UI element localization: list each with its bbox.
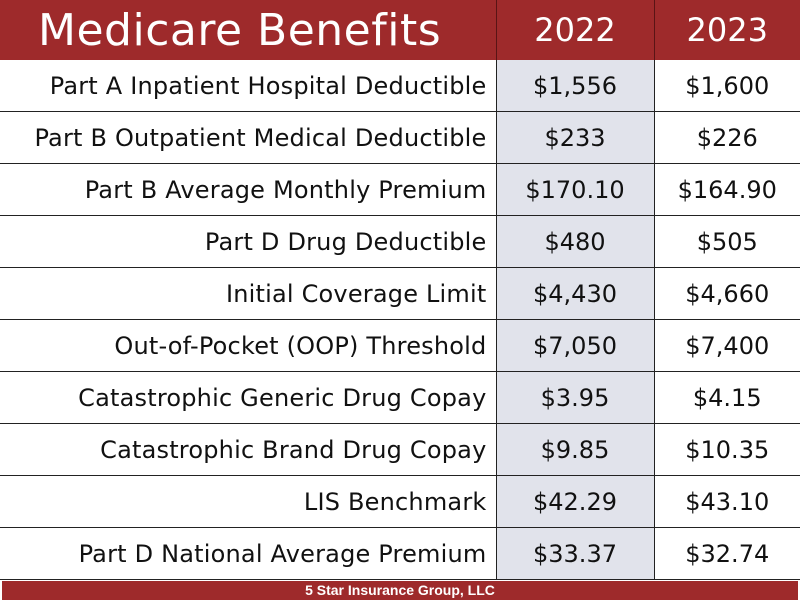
row-label: Initial Coverage Limit — [0, 267, 497, 320]
value-2022: $480 — [496, 215, 655, 268]
value-2022: $7,050 — [496, 319, 655, 372]
table-row: LIS Benchmark $42.29 $43.10 — [0, 475, 800, 528]
table-row: Part D National Average Premium $33.37 $… — [0, 527, 800, 580]
value-2022: $170.10 — [496, 163, 655, 216]
row-label: LIS Benchmark — [0, 475, 497, 528]
row-label: Part D Drug Deductible — [0, 215, 497, 268]
value-2022: $33.37 — [496, 527, 655, 580]
value-2022: $3.95 — [496, 371, 655, 424]
column-header-2023: 2023 — [654, 0, 800, 60]
table-row: Catastrophic Generic Drug Copay $3.95 $4… — [0, 371, 800, 424]
value-2023: $4.15 — [654, 371, 800, 424]
table-row: Part B Outpatient Medical Deductible $23… — [0, 111, 800, 164]
table-row: Part A Inpatient Hospital Deductible $1,… — [0, 60, 800, 112]
row-label: Part B Average Monthly Premium — [0, 163, 497, 216]
value-2023: $1,600 — [654, 60, 800, 112]
table-body: Part A Inpatient Hospital Deductible $1,… — [0, 60, 800, 580]
row-label: Part D National Average Premium — [0, 527, 497, 580]
footer-company-name: 5 Star Insurance Group, LLC — [2, 581, 798, 600]
value-2023: $226 — [654, 111, 800, 164]
value-2023: $43.10 — [654, 475, 800, 528]
row-label: Catastrophic Generic Drug Copay — [0, 371, 497, 424]
value-2023: $505 — [654, 215, 800, 268]
header-row: Medicare Benefits 2022 2023 — [0, 0, 800, 60]
value-2022: $42.29 — [496, 475, 655, 528]
table-header: Medicare Benefits 2022 2023 — [0, 0, 800, 60]
value-2022: $9.85 — [496, 423, 655, 476]
value-2023: $10.35 — [654, 423, 800, 476]
value-2022: $1,556 — [496, 60, 655, 112]
column-header-2022: 2022 — [496, 0, 655, 60]
value-2022: $233 — [496, 111, 655, 164]
value-2022: $4,430 — [496, 267, 655, 320]
row-label: Out-of-Pocket (OOP) Threshold — [0, 319, 497, 372]
table-row: Part D Drug Deductible $480 $505 — [0, 215, 800, 268]
value-2023: $7,400 — [654, 319, 800, 372]
table-row: Initial Coverage Limit $4,430 $4,660 — [0, 267, 800, 320]
row-label: Part A Inpatient Hospital Deductible — [0, 60, 497, 112]
value-2023: $4,660 — [654, 267, 800, 320]
table-row: Catastrophic Brand Drug Copay $9.85 $10.… — [0, 423, 800, 476]
row-label: Part B Outpatient Medical Deductible — [0, 111, 497, 164]
value-2023: $164.90 — [654, 163, 800, 216]
table-row: Part B Average Monthly Premium $170.10 $… — [0, 163, 800, 216]
table-row: Out-of-Pocket (OOP) Threshold $7,050 $7,… — [0, 319, 800, 372]
row-label: Catastrophic Brand Drug Copay — [0, 423, 497, 476]
table-title: Medicare Benefits — [0, 0, 497, 60]
benefits-table: Medicare Benefits 2022 2023 Part A Inpat… — [0, 0, 800, 580]
value-2023: $32.74 — [654, 527, 800, 580]
